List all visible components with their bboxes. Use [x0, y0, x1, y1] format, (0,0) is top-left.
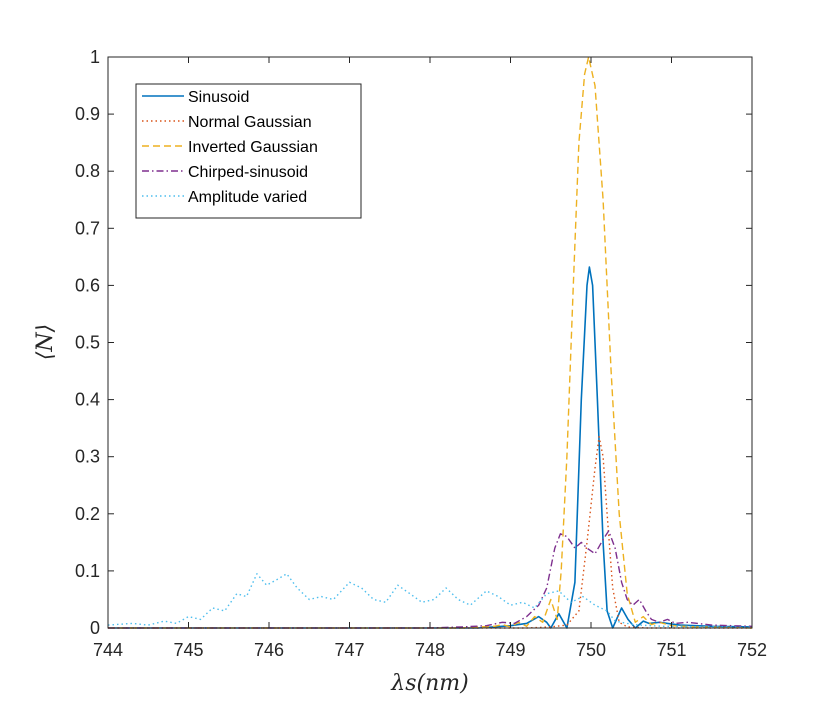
series-layer — [107, 56, 753, 629]
x-axis-ticks: 744 745 746 747 748 749 750 751 752 — [93, 57, 767, 660]
y-tick-label: 0.9 — [75, 104, 100, 124]
series-line-sinusoid — [108, 266, 753, 629]
y-tick-label: 0.8 — [75, 161, 100, 181]
y-tick-label: 0.3 — [75, 447, 100, 467]
series-line-chirped-sinusoid — [108, 530, 753, 629]
legend-label: Amplitude varied — [188, 189, 307, 206]
y-tick-label: 0.2 — [75, 504, 100, 524]
legend-label: Inverted Gaussian — [188, 139, 318, 156]
series-line-amplitude-varied — [107, 573, 753, 629]
legend-label: Sinusoid — [188, 89, 249, 106]
x-tick-label: 747 — [334, 640, 364, 660]
y-tick-label: 0.7 — [75, 218, 100, 238]
x-tick-label: 748 — [415, 640, 445, 660]
y-tick-label: 0.5 — [75, 333, 100, 353]
y-axis-ticks: 0 0.1 0.2 0.3 0.4 0.5 0.6 0.7 0.8 0.9 1 — [75, 47, 752, 638]
x-tick-label: 745 — [173, 640, 203, 660]
y-tick-label: 0.4 — [75, 390, 100, 410]
legend-label: Normal Gaussian — [188, 114, 312, 131]
y-tick-label: 0.6 — [75, 275, 100, 295]
x-tick-label: 750 — [576, 640, 606, 660]
y-axis-label: ⟨N⟩ — [33, 324, 58, 360]
x-tick-label: 744 — [93, 640, 123, 660]
y-tick-label: 0.1 — [75, 561, 100, 581]
y-tick-label: 0 — [90, 618, 100, 638]
series-line-normal-gaussian — [108, 436, 752, 629]
x-tick-label: 749 — [495, 640, 525, 660]
legend-label: Chirped-sinusoid — [188, 164, 308, 181]
x-tick-label: 752 — [737, 640, 767, 660]
x-tick-label: 751 — [656, 640, 686, 660]
series-line-inverted-gaussian — [108, 56, 753, 629]
x-tick-label: 746 — [254, 640, 284, 660]
legend: Sinusoid Normal Gaussian Inverted Gaussian… — [135, 83, 362, 219]
y-tick-label: 1 — [90, 47, 100, 67]
x-axis-label: λs(nm) — [390, 671, 468, 696]
